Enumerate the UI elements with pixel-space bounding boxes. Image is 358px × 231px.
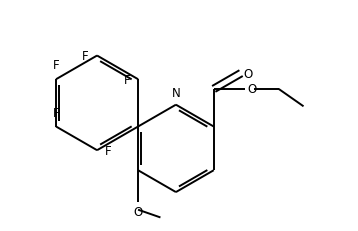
Text: F: F xyxy=(53,59,59,72)
Text: N: N xyxy=(171,86,180,99)
Text: F: F xyxy=(105,144,112,157)
Text: F: F xyxy=(82,50,88,63)
Text: F: F xyxy=(53,106,59,119)
Text: O: O xyxy=(247,83,256,96)
Text: O: O xyxy=(243,67,253,80)
Text: F: F xyxy=(124,73,130,86)
Text: O: O xyxy=(134,206,143,219)
